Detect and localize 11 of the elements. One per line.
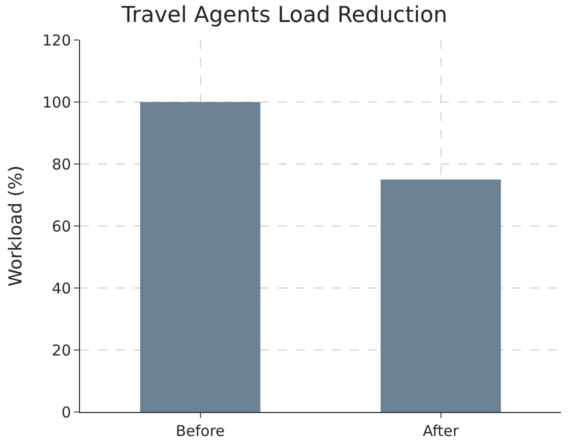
y-axis-title: Workload (%) [6, 166, 27, 286]
y-tick-label: 20 [52, 341, 71, 360]
y-tick-label: 0 [61, 403, 71, 422]
y-tick-label: 60 [52, 217, 71, 236]
chart-title: Travel Agents Load Reduction [120, 3, 448, 28]
y-tick-label: 100 [42, 93, 71, 112]
y-tick-label: 120 [42, 31, 71, 50]
y-tick-label: 40 [52, 279, 71, 298]
x-tick-label: Before [176, 422, 225, 440]
x-tick-label: After [422, 422, 460, 440]
y-tick-label: 80 [52, 155, 71, 174]
